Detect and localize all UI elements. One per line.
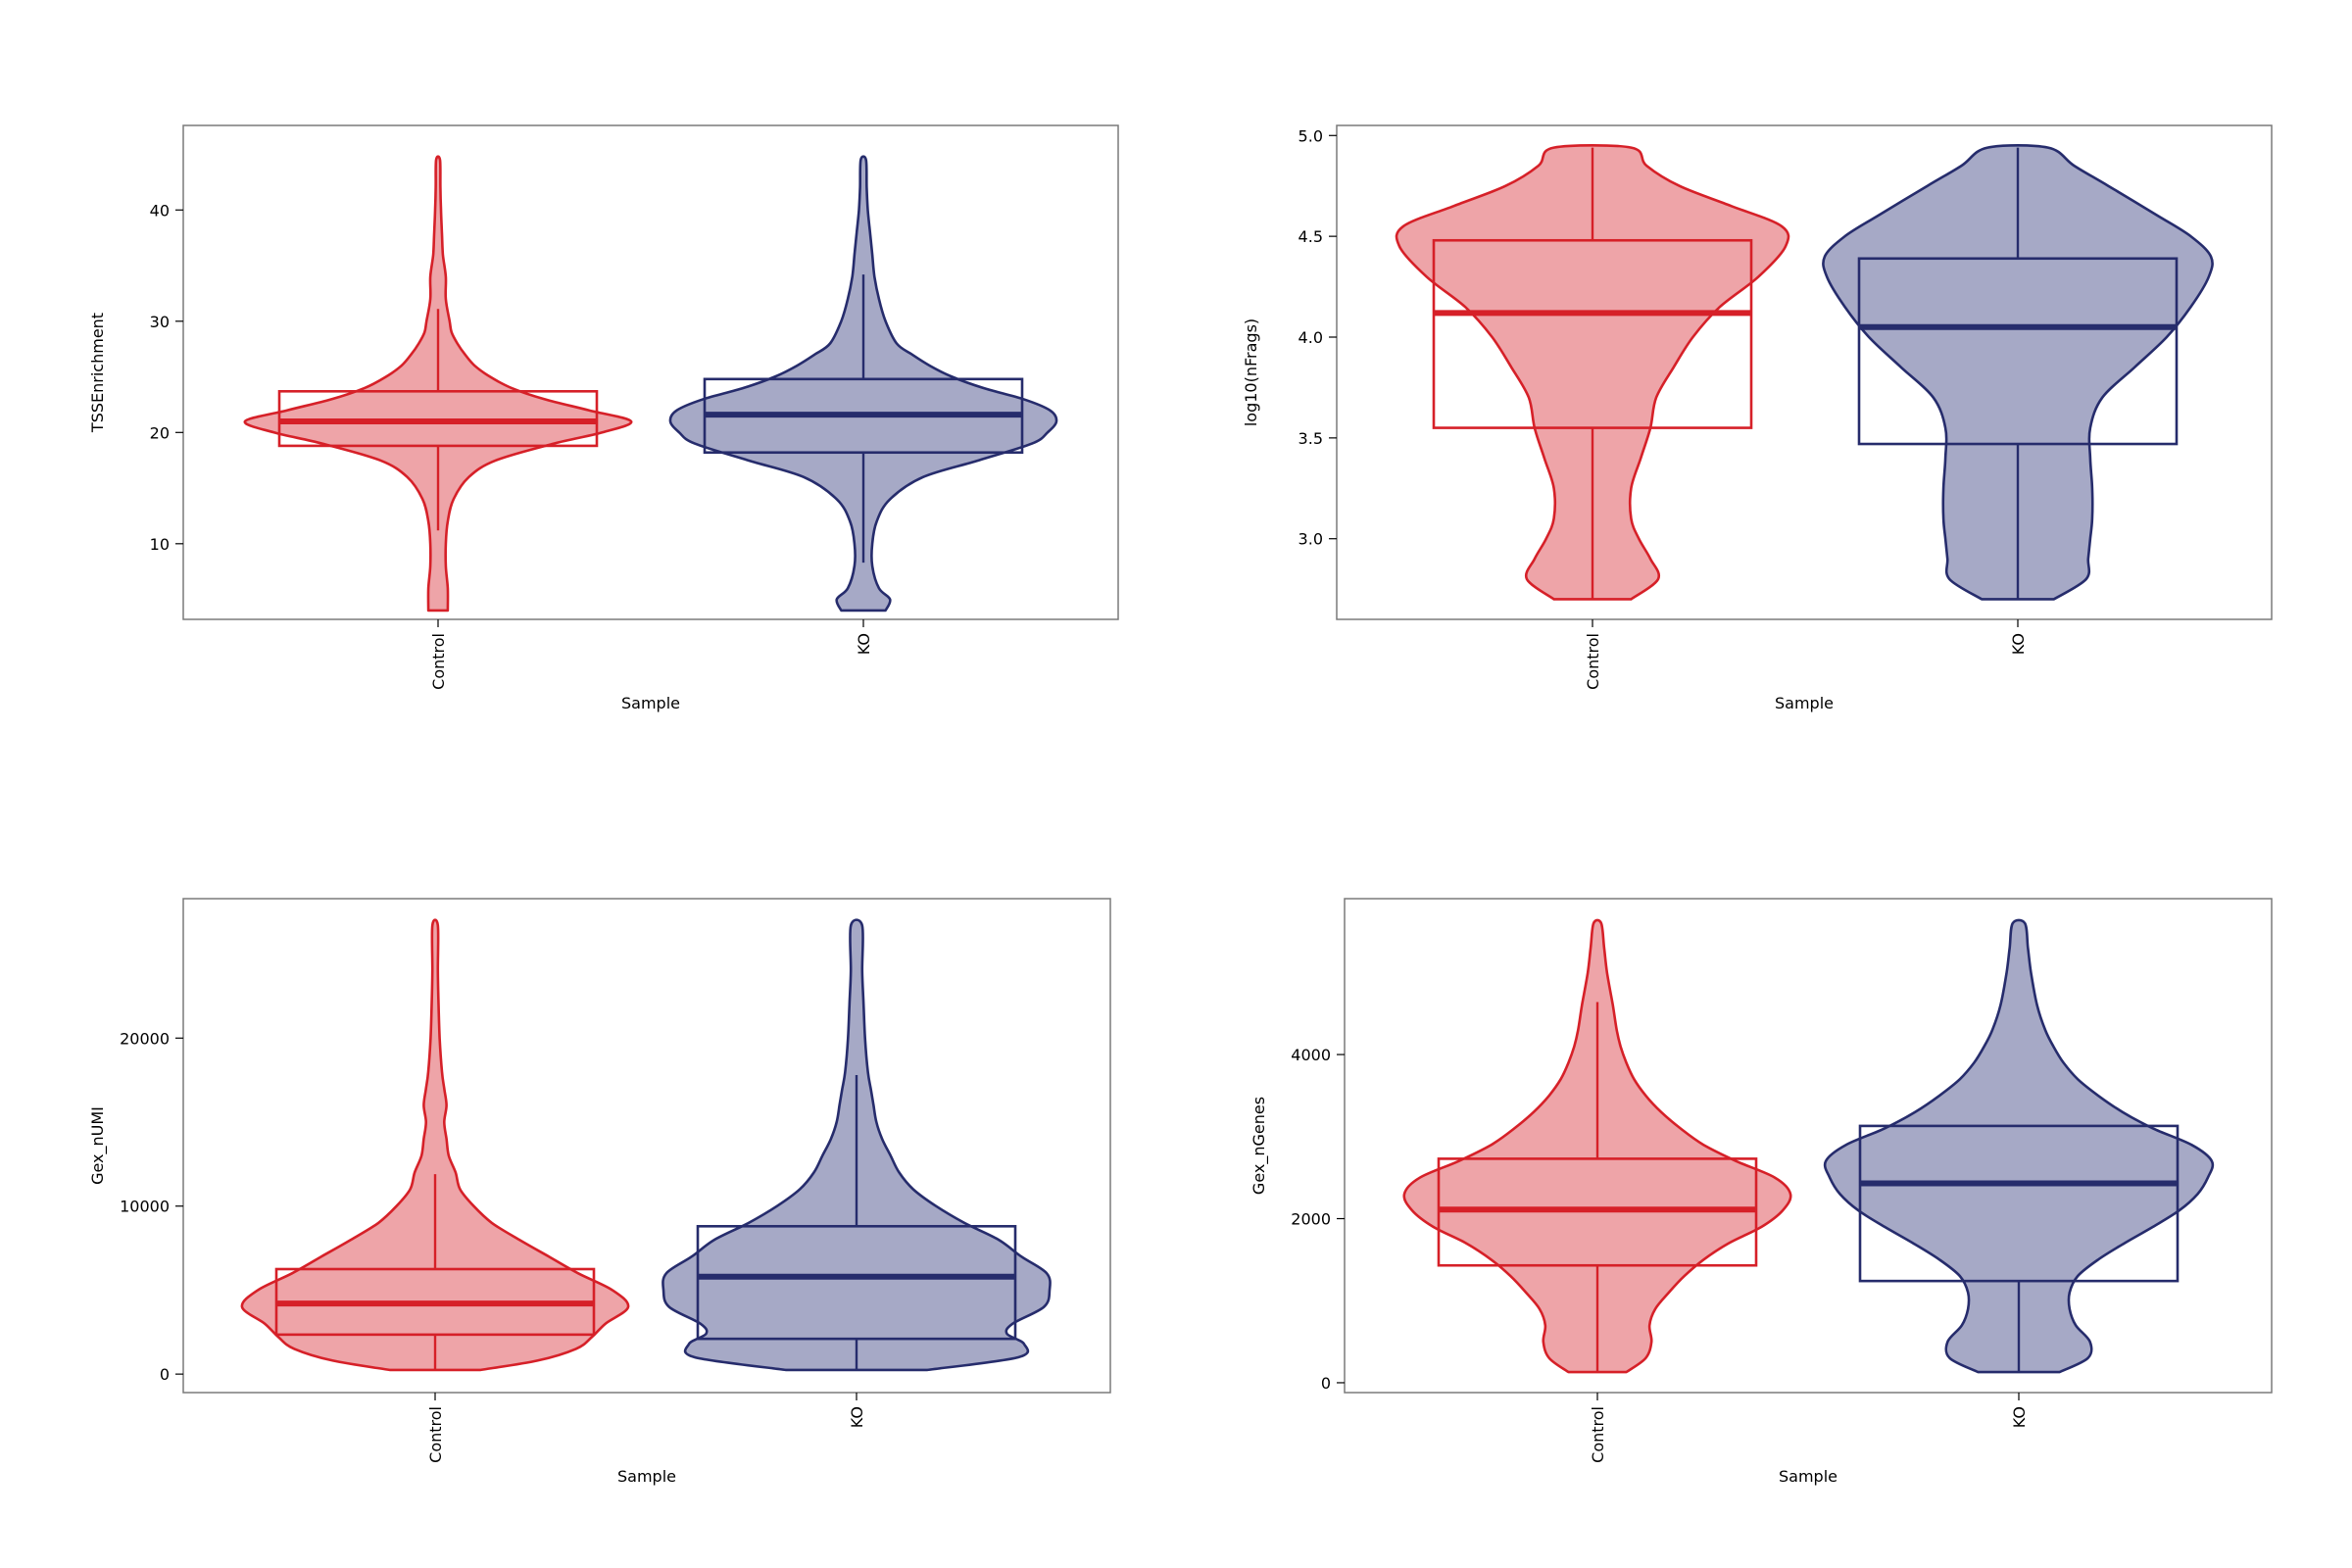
violin-group-control [1395, 144, 1790, 601]
y-axis-label: log10(nFrags) [1242, 318, 1260, 426]
box-ko [1858, 1124, 2180, 1283]
panel-log10-nfrags: 3.0 3.5 4.0 4.5 5.0 log10(nFrags) Sample Contro… [1242, 124, 2273, 712]
y-tick-label: 40 [150, 201, 170, 220]
x-tick-label-ko: KO [2009, 633, 2028, 655]
y-tick-label: 10000 [120, 1198, 170, 1216]
y-axis-label: Gex_nGenes [1250, 1097, 1269, 1195]
panel-gex-ngenes: 0 2000 4000 Gex_nGenes Sample Control KO [1250, 898, 2273, 1486]
y-tick-label: 20 [150, 423, 170, 442]
x-tick-label-ko: KO [855, 633, 873, 655]
y-axis-label: TSSEnrichment [88, 313, 107, 433]
x-tick-label-control: Control [1584, 633, 1602, 690]
y-tick-label: 4000 [1291, 1046, 1331, 1064]
violin-ko [668, 155, 1058, 612]
x-tick-label-control: Control [1589, 1406, 1607, 1463]
y-tick-label: 10 [150, 535, 170, 554]
plot-frame [1344, 898, 2273, 1394]
violin-group-ko [1822, 143, 2214, 601]
panel-gex-numi: 0 10000 20000 Gex_nUMI Sample Control KO [88, 898, 1111, 1486]
y-tick-label: 2000 [1291, 1210, 1331, 1229]
x-axis-label: Sample [621, 694, 680, 712]
x-tick-label-control: Control [429, 633, 448, 690]
y-tick-label: 20000 [120, 1029, 170, 1048]
box-ko [696, 1224, 1017, 1341]
y-tick-label: 0 [1321, 1374, 1331, 1393]
y-tick-label: 3.5 [1298, 429, 1323, 448]
y-tick-label: 4.5 [1298, 227, 1323, 246]
y-axis-label: Gex_nUMI [88, 1106, 108, 1185]
plot-frame [1336, 124, 2273, 620]
violin-group-control [240, 918, 630, 1372]
plot-frame [182, 898, 1111, 1394]
y-tick-label: 5.0 [1298, 126, 1323, 145]
x-axis-label: Sample [1779, 1467, 1838, 1486]
x-axis-label: Sample [1775, 694, 1834, 712]
violin-ko [1823, 918, 2215, 1374]
y-tick-label: 4.0 [1298, 328, 1323, 347]
y-tick-label: 3.0 [1298, 530, 1323, 549]
violin-group-ko [668, 155, 1058, 612]
y-tick-label: 0 [160, 1365, 170, 1384]
violin-group-control [243, 155, 633, 612]
violin-control [1395, 144, 1790, 601]
y-tick-label: 30 [150, 313, 170, 331]
box-control [1432, 238, 1753, 429]
panel-tss-enrichment: 10 20 30 40 TSSEnrichment Sample Control KO [88, 124, 1119, 712]
x-axis-label: Sample [617, 1467, 676, 1486]
violin-group-ko [1823, 918, 2215, 1374]
violin-control [240, 918, 630, 1372]
box-ko [1857, 257, 2179, 446]
x-tick-label-ko: KO [2010, 1406, 2029, 1428]
x-tick-label-control: Control [426, 1406, 445, 1463]
violin-group-ko [662, 918, 1052, 1372]
violin-group-control [1402, 918, 1792, 1374]
plot-frame [182, 124, 1119, 620]
x-tick-label-ko: KO [848, 1406, 866, 1428]
